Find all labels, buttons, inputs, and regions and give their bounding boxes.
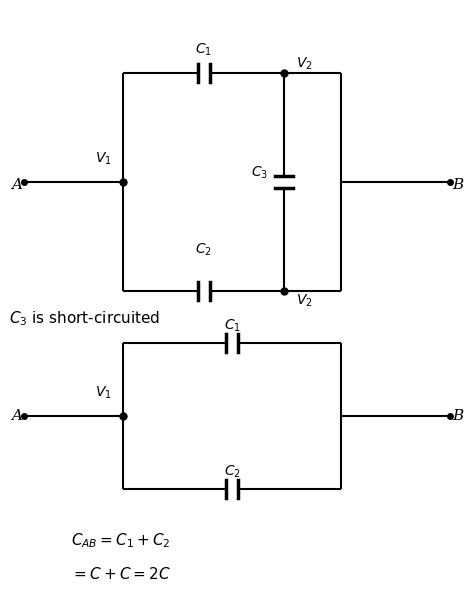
Text: $V_2$: $V_2$: [296, 292, 313, 309]
Text: $C_2$: $C_2$: [195, 242, 212, 258]
Text: $C_1$: $C_1$: [224, 317, 241, 334]
Text: $C_{AB} = C_1 + C_2$: $C_{AB} = C_1 + C_2$: [71, 531, 171, 549]
Text: $C_3$ is short-circuited: $C_3$ is short-circuited: [9, 310, 161, 328]
Text: A: A: [11, 409, 22, 423]
Text: A: A: [11, 178, 22, 192]
Text: $C_3$: $C_3$: [251, 164, 268, 181]
Text: $V_1$: $V_1$: [95, 151, 111, 167]
Text: $= C + C = 2C$: $= C + C = 2C$: [71, 566, 171, 582]
Text: $C_2$: $C_2$: [224, 463, 241, 480]
Text: $V_1$: $V_1$: [95, 384, 111, 401]
Text: B: B: [452, 409, 463, 423]
Text: $V_2$: $V_2$: [296, 55, 313, 72]
Text: B: B: [452, 178, 463, 192]
Text: $C_1$: $C_1$: [195, 41, 212, 58]
